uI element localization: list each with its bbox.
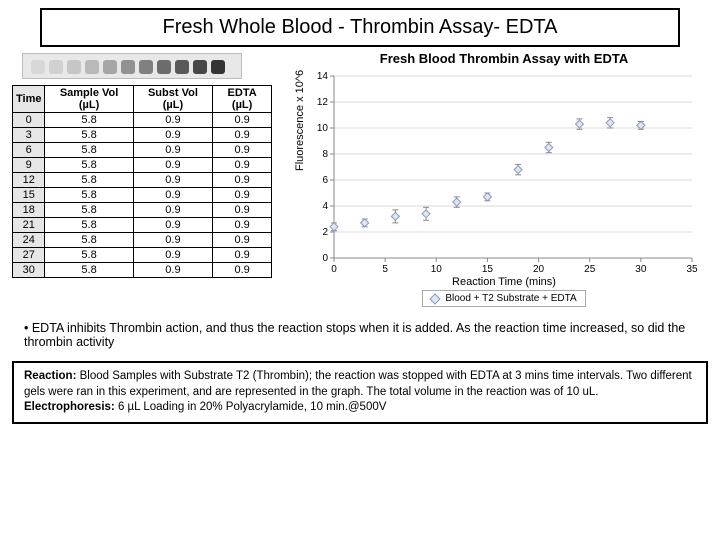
table-cell: 6	[13, 143, 45, 158]
table-body: 05.80.90.935.80.90.965.80.90.995.80.90.9…	[13, 113, 272, 278]
data-table: TimeSample Vol (µL)Subst Vol (µL)EDTA (µ…	[12, 85, 272, 278]
reaction-line-1: Reaction: Blood Samples with Substrate T…	[24, 369, 696, 400]
table-header-row: TimeSample Vol (µL)Subst Vol (µL)EDTA (µ…	[13, 86, 272, 113]
table-cell: 0.9	[133, 263, 213, 278]
table-row: 95.80.90.9	[13, 158, 272, 173]
table-cell: 0.9	[213, 173, 272, 188]
table-row: 155.80.90.9	[13, 188, 272, 203]
table-header-cell: Sample Vol (µL)	[45, 86, 133, 113]
legend-marker-icon	[430, 293, 441, 304]
table-cell: 9	[13, 158, 45, 173]
table-cell: 5.8	[45, 113, 133, 128]
table-cell: 24	[13, 233, 45, 248]
chart-xlabel: Reaction Time (mins)	[300, 276, 708, 288]
table-cell: 0	[13, 113, 45, 128]
table-cell: 0.9	[213, 128, 272, 143]
reaction-text-1: Blood Samples with Substrate T2 (Thrombi…	[24, 370, 692, 398]
svg-text:8: 8	[322, 149, 328, 160]
svg-text:15: 15	[482, 264, 494, 275]
table-cell: 0.9	[133, 113, 213, 128]
table-cell: 0.9	[133, 203, 213, 218]
table-cell: 0.9	[133, 158, 213, 173]
table-cell: 5.8	[45, 188, 133, 203]
legend-label: Blood + T2 Substrate + EDTA	[445, 293, 576, 304]
table-cell: 0.9	[133, 218, 213, 233]
table-cell: 0.9	[213, 113, 272, 128]
table-cell: 5.8	[45, 128, 133, 143]
reaction-label-1: Reaction:	[24, 370, 76, 382]
table-cell: 3	[13, 128, 45, 143]
table-cell: 0.9	[213, 218, 272, 233]
table-cell: 27	[13, 248, 45, 263]
reaction-box: Reaction: Blood Samples with Substrate T…	[12, 361, 708, 424]
table-cell: 5.8	[45, 218, 133, 233]
left-column: TimeSample Vol (µL)Subst Vol (µL)EDTA (µ…	[12, 51, 292, 278]
table-cell: 0.9	[213, 158, 272, 173]
chart-legend: Blood + T2 Substrate + EDTA	[422, 290, 585, 307]
table-cell: 5.8	[45, 173, 133, 188]
table-header-cell: Time	[13, 86, 45, 113]
svg-text:10: 10	[317, 123, 329, 134]
table-cell: 21	[13, 218, 45, 233]
reaction-line-2: Electrophoresis: 6 µL Loading in 20% Pol…	[24, 400, 696, 416]
table-cell: 0.9	[213, 263, 272, 278]
content-row: TimeSample Vol (µL)Subst Vol (µL)EDTA (µ…	[0, 51, 720, 311]
svg-text:12: 12	[317, 97, 329, 108]
table-row: 05.80.90.9	[13, 113, 272, 128]
table-cell: 0.9	[133, 233, 213, 248]
table-cell: 0.9	[133, 173, 213, 188]
svg-text:30: 30	[635, 264, 647, 275]
svg-text:6: 6	[322, 175, 328, 186]
table-cell: 18	[13, 203, 45, 218]
chart-container: Fresh Blood Thrombin Assay with EDTA Flu…	[300, 51, 708, 311]
svg-text:35: 35	[686, 264, 698, 275]
table-cell: 0.9	[213, 233, 272, 248]
table-cell: 0.9	[213, 188, 272, 203]
table-header-cell: EDTA (µL)	[213, 86, 272, 113]
table-cell: 12	[13, 173, 45, 188]
table-row: 125.80.90.9	[13, 173, 272, 188]
svg-text:5: 5	[382, 264, 388, 275]
table-cell: 15	[13, 188, 45, 203]
table-cell: 0.9	[213, 248, 272, 263]
table-header-cell: Subst Vol (µL)	[133, 86, 213, 113]
table-cell: 5.8	[45, 203, 133, 218]
chart-ylabel: Fluorescence x 10^6	[294, 70, 306, 171]
chart-title: Fresh Blood Thrombin Assay with EDTA	[300, 51, 708, 66]
table-row: 35.80.90.9	[13, 128, 272, 143]
scatter-chart: 0 2 4 6 8 10 12 14 0 5 10 15 20 25 30 35	[300, 68, 700, 278]
table-cell: 5.8	[45, 158, 133, 173]
table-cell: 5.8	[45, 263, 133, 278]
table-cell: 0.9	[133, 143, 213, 158]
table-cell: 0.9	[213, 203, 272, 218]
svg-text:14: 14	[317, 71, 329, 82]
svg-text:10: 10	[431, 264, 443, 275]
reaction-label-2: Electrophoresis:	[24, 401, 115, 413]
table-row: 65.80.90.9	[13, 143, 272, 158]
svg-text:0: 0	[322, 253, 328, 264]
table-cell: 0.9	[213, 143, 272, 158]
table-row: 305.80.90.9	[13, 263, 272, 278]
gel-image	[22, 53, 242, 79]
table-cell: 5.8	[45, 233, 133, 248]
table-row: 185.80.90.9	[13, 203, 272, 218]
table-cell: 5.8	[45, 143, 133, 158]
svg-text:0: 0	[331, 264, 337, 275]
table-row: 245.80.90.9	[13, 233, 272, 248]
page-title: Fresh Whole Blood - Thrombin Assay- EDTA	[40, 8, 680, 47]
table-cell: 30	[13, 263, 45, 278]
svg-text:4: 4	[322, 201, 328, 212]
table-row: 215.80.90.9	[13, 218, 272, 233]
bullet-note: • EDTA inhibits Thrombin action, and thu…	[0, 311, 720, 357]
svg-text:2: 2	[322, 227, 328, 238]
table-cell: 0.9	[133, 248, 213, 263]
reaction-text-2: 6 µL Loading in 20% Polyacrylamide, 10 m…	[115, 401, 387, 413]
table-cell: 0.9	[133, 188, 213, 203]
svg-text:25: 25	[584, 264, 596, 275]
table-row: 275.80.90.9	[13, 248, 272, 263]
svg-text:20: 20	[533, 264, 545, 275]
table-cell: 5.8	[45, 248, 133, 263]
table-cell: 0.9	[133, 128, 213, 143]
